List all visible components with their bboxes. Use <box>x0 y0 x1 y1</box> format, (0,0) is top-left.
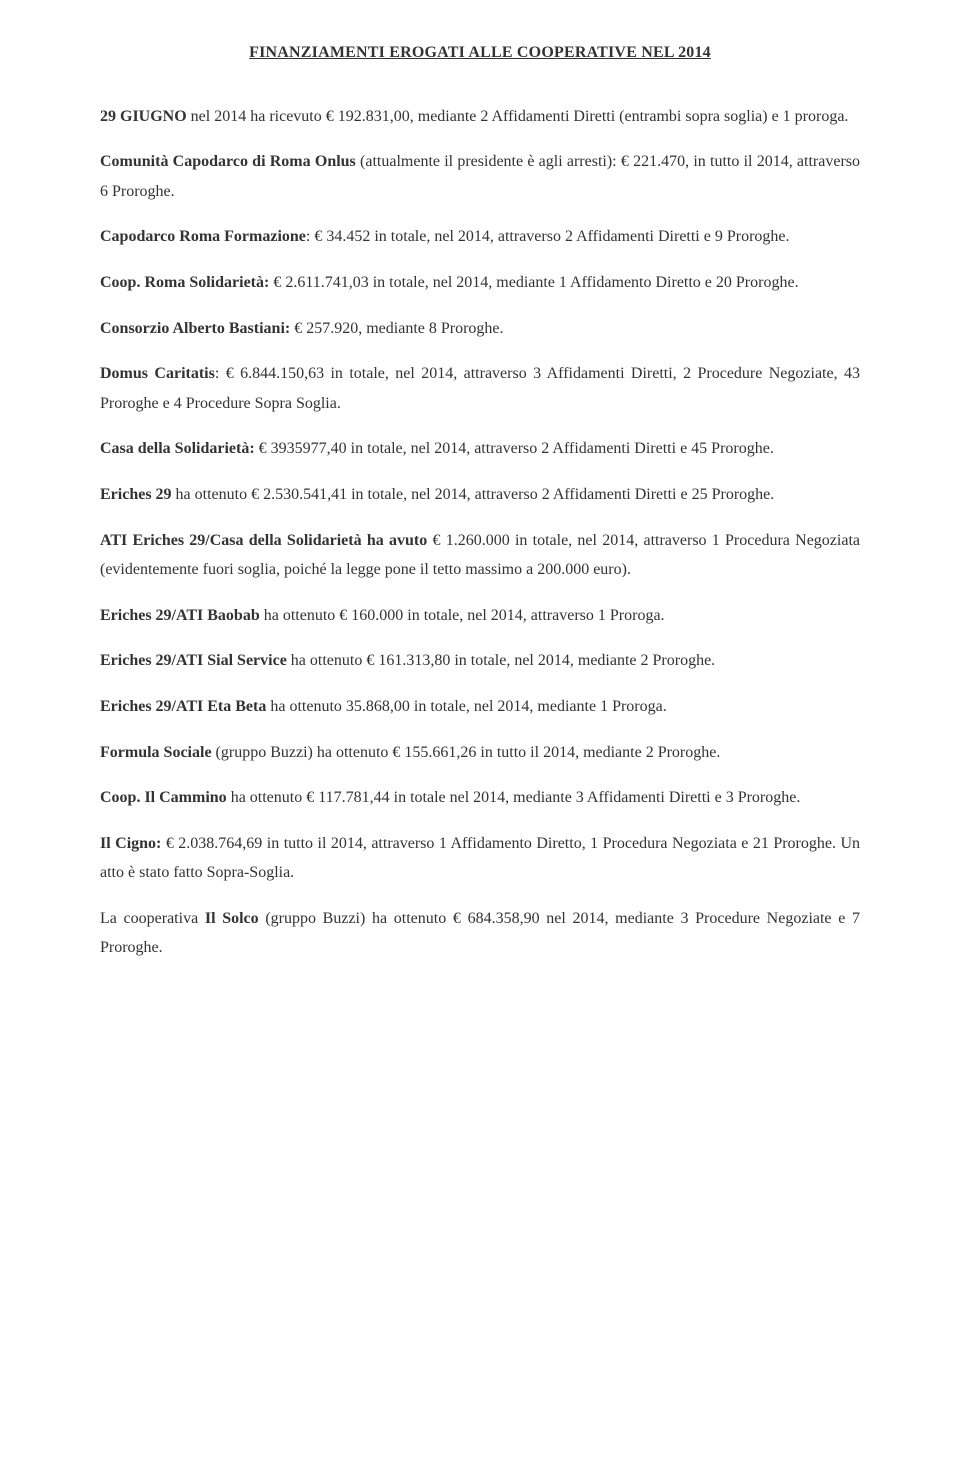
text: ha ottenuto € 2.530.541,41 in totale, ne… <box>172 486 775 503</box>
paragraph: Eriches 29/ATI Eta Beta ha ottenuto 35.8… <box>100 692 860 722</box>
text-bold: Eriches 29/ATI Sial Service <box>100 652 287 669</box>
text: ha ottenuto € 117.781,44 in totale nel 2… <box>227 789 801 806</box>
paragraph: Coop. Il Cammino ha ottenuto € 117.781,4… <box>100 783 860 813</box>
paragraph: Formula Sociale (gruppo Buzzi) ha ottenu… <box>100 738 860 768</box>
paragraph: La cooperativa Il Solco (gruppo Buzzi) h… <box>100 904 860 963</box>
page-title: FINANZIAMENTI EROGATI ALLE COOPERATIVE N… <box>100 38 860 68</box>
paragraph: Consorzio Alberto Bastiani: € 257.920, m… <box>100 314 860 344</box>
text-bold: Eriches 29/ATI Baobab <box>100 607 260 624</box>
text-bold: Eriches 29/ATI Eta Beta <box>100 698 266 715</box>
text-bold: Domus Caritatis <box>100 365 215 382</box>
text-bold: Casa della Solidarietà: <box>100 440 255 457</box>
paragraph: Casa della Solidarietà: € 3935977,40 in … <box>100 434 860 464</box>
text: ha ottenuto € 160.000 in totale, nel 201… <box>260 607 665 624</box>
text-bold: Eriches 29 <box>100 486 172 503</box>
paragraph: Capodarco Roma Formazione: € 34.452 in t… <box>100 222 860 252</box>
text-bold: 29 GIUGNO <box>100 108 187 125</box>
paragraph: Comunità Capodarco di Roma Onlus (attual… <box>100 147 860 206</box>
text: € 2.038.764,69 in tutto il 2014, attrave… <box>100 835 860 882</box>
text: ha ottenuto € 161.313,80 in totale, nel … <box>287 652 715 669</box>
text-bold: Il Cigno: <box>100 835 161 852</box>
paragraph: Il Cigno: € 2.038.764,69 in tutto il 201… <box>100 829 860 888</box>
text: : € 34.452 in totale, nel 2014, attraver… <box>306 228 790 245</box>
text: ha ottenuto 35.868,00 in totale, nel 201… <box>266 698 666 715</box>
text-bold: Coop. Roma Solidarietà: <box>100 274 269 291</box>
text: € 3935977,40 in totale, nel 2014, attrav… <box>255 440 774 457</box>
text-bold: Comunità Capodarco di Roma Onlus <box>100 153 356 170</box>
text: € 257.920, mediante 8 Proroghe. <box>290 320 503 337</box>
text: € 2.611.741,03 in totale, nel 2014, medi… <box>269 274 798 291</box>
paragraph: 29 GIUGNO nel 2014 ha ricevuto € 192.831… <box>100 102 860 132</box>
paragraph: Domus Caritatis: € 6.844.150,63 in total… <box>100 359 860 418</box>
paragraph: Eriches 29/ATI Baobab ha ottenuto € 160.… <box>100 601 860 631</box>
text-bold: Consorzio Alberto Bastiani: <box>100 320 290 337</box>
text-bold: Coop. Il Cammino <box>100 789 227 806</box>
text: : € 6.844.150,63 in totale, nel 2014, at… <box>100 365 860 412</box>
paragraph: Eriches 29 ha ottenuto € 2.530.541,41 in… <box>100 480 860 510</box>
text: nel 2014 ha ricevuto € 192.831,00, media… <box>187 108 849 125</box>
document-page: FINANZIAMENTI EROGATI ALLE COOPERATIVE N… <box>0 0 960 1482</box>
text: (gruppo Buzzi) ha ottenuto € 155.661,26 … <box>212 744 721 761</box>
paragraph: Eriches 29/ATI Sial Service ha ottenuto … <box>100 646 860 676</box>
text-bold: Il Solco <box>205 910 259 927</box>
text-bold: Capodarco Roma Formazione <box>100 228 306 245</box>
text: La cooperativa <box>100 910 205 927</box>
paragraph: ATI Eriches 29/Casa della Solidarietà ha… <box>100 526 860 585</box>
paragraph: Coop. Roma Solidarietà: € 2.611.741,03 i… <box>100 268 860 298</box>
text-bold: ATI Eriches 29/Casa della Solidarietà ha… <box>100 532 427 549</box>
text-bold: Formula Sociale <box>100 744 212 761</box>
document-body: 29 GIUGNO nel 2014 ha ricevuto € 192.831… <box>100 102 860 963</box>
